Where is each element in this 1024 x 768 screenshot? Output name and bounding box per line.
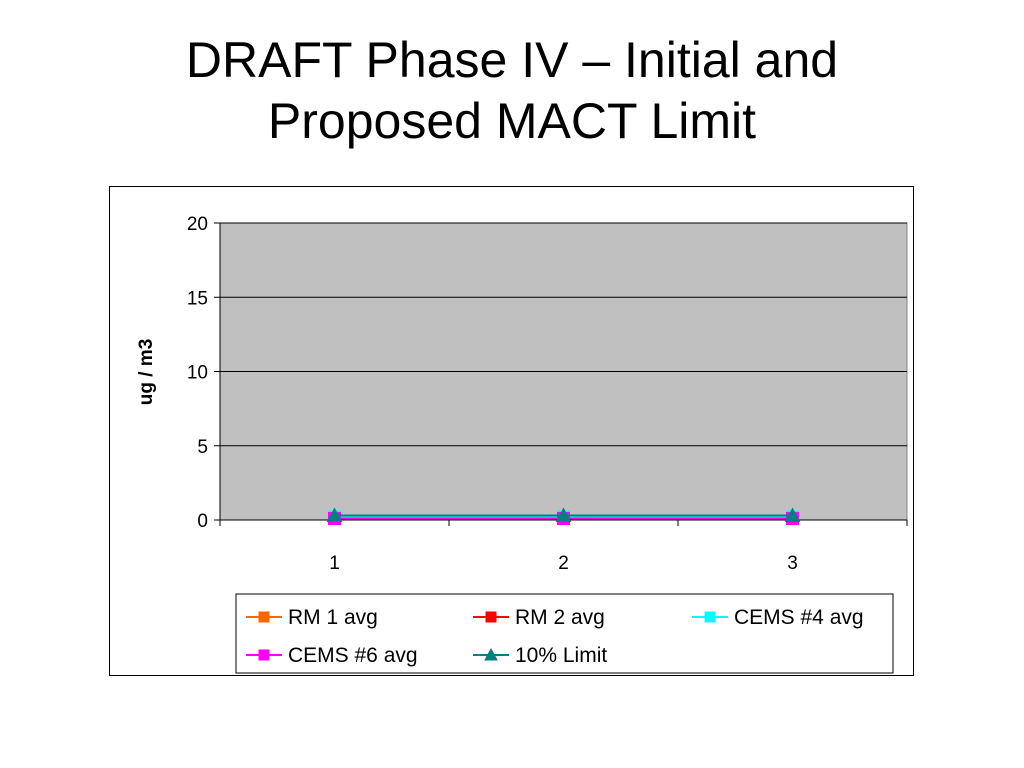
x-tick-label: 2 [558, 553, 569, 574]
legend-label: CEMS #6 avg [288, 644, 418, 667]
legend-label: RM 2 avg [515, 606, 605, 629]
x-tick-label: 1 [329, 553, 340, 574]
legend-marker [485, 611, 497, 623]
slide-title-line-2: Proposed MACT Limit [267, 93, 757, 149]
chart-legend: RM 1 avg RM 2 avg CEMS #4 avg CEMS #6 avg 10… [235, 593, 894, 674]
legend-box [235, 593, 894, 674]
y-tick-label: 10 [187, 363, 208, 384]
legend-marker [258, 649, 270, 661]
y-tick-label: 0 [197, 511, 208, 532]
data-point [326, 507, 343, 523]
data-point [555, 507, 572, 523]
y-tick-label: 5 [197, 437, 208, 458]
y-tick-label: 20 [187, 214, 208, 235]
chart-frame: 0 5 10 15 20 1 2 3 ug / m3 RM 1 avg RM 2 avg CEMS… [109, 186, 914, 676]
legend-marker [258, 611, 270, 623]
legend-label: RM 1 avg [288, 606, 378, 629]
legend-marker [484, 647, 498, 661]
y-tick-label: 15 [187, 288, 208, 309]
legend-label: CEMS #4 avg [734, 606, 864, 629]
slide-title: DRAFT Phase IV – Initial and Proposed MA… [0, 30, 1024, 152]
slide-title-line-1: DRAFT Phase IV – Initial and [185, 32, 839, 88]
line-chart: 0 5 10 15 20 1 2 3 ug / m3 RM 1 avg RM 2 avg CEMS… [136, 214, 908, 674]
legend-marker [704, 611, 716, 623]
legend-label: 10% Limit [515, 644, 607, 667]
y-axis-label: ug / m3 [136, 339, 157, 406]
x-tick-label: 3 [787, 553, 798, 574]
data-point [784, 507, 801, 523]
